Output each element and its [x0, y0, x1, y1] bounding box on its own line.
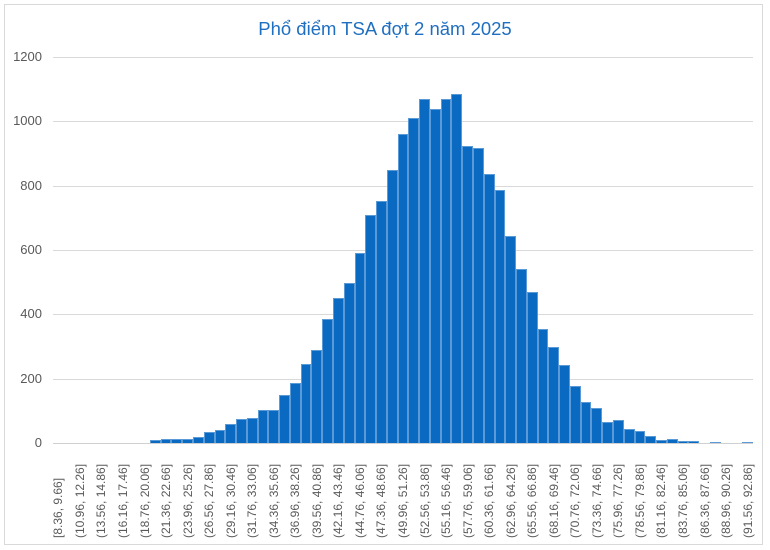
histogram-bar [376, 200, 387, 443]
histogram-bar [526, 291, 538, 443]
x-tick-label: (23.96, 25.26] [180, 463, 195, 538]
x-tick-label: [8.36, 9.66] [51, 477, 66, 538]
histogram-bar [613, 419, 624, 443]
histogram-bar [354, 252, 366, 443]
histogram-bar [160, 439, 172, 443]
histogram-bar [462, 146, 473, 443]
y-tick-label: 800 [20, 177, 42, 193]
x-tick-label: (73.36, 74.66] [589, 463, 604, 538]
x-tick-label: (70.76, 72.06] [568, 463, 583, 538]
histogram-bar [548, 347, 560, 443]
histogram-bar [193, 436, 204, 443]
x-tick-label: (83.76, 85.06] [676, 463, 690, 538]
y-tick-label: 600 [20, 242, 42, 257]
histogram-bar [333, 297, 344, 443]
histogram-bar [742, 441, 753, 443]
x-tick-label: (18.76, 20.06] [137, 463, 152, 538]
histogram-bar [322, 319, 333, 443]
histogram-bar [279, 395, 290, 443]
x-tick-label: (60.36, 61.66] [482, 463, 497, 538]
x-tick-label: (34.36, 35.66] [266, 463, 281, 538]
gridline [53, 57, 753, 58]
histogram-bar [300, 363, 312, 443]
histogram-bar [602, 421, 613, 443]
histogram-bar [494, 189, 506, 443]
histogram-bar [537, 329, 549, 443]
histogram-bar [559, 365, 570, 443]
y-tick-label: 1000 [13, 113, 42, 129]
y-tick-label: 200 [20, 370, 42, 386]
x-tick-label: (68.16, 69.46] [546, 463, 561, 538]
histogram-bar [343, 282, 355, 443]
histogram-bar [397, 133, 409, 443]
x-tick-label: (91.56, 92.86] [740, 463, 755, 538]
histogram-bar [257, 409, 269, 443]
x-tick-label: (55.16, 56.46] [439, 463, 454, 538]
histogram-bar [171, 438, 183, 443]
histogram-bar [666, 438, 678, 443]
x-tick-label: (88.96, 90.26] [719, 463, 734, 538]
histogram-bar [408, 118, 420, 443]
histogram-bar [214, 430, 226, 443]
x-tick-label: (78.56, 79.86] [632, 463, 647, 538]
x-tick-label: (42.16, 43.46] [331, 463, 346, 538]
histogram-bar [451, 94, 463, 443]
histogram-bar [149, 440, 161, 443]
histogram-bar [580, 401, 592, 443]
x-tick-label: (81.16, 82.46] [654, 463, 669, 538]
histogram-bar [688, 441, 700, 443]
histogram-bar [569, 385, 581, 443]
histogram-bar [483, 174, 495, 443]
histogram-bar [419, 99, 430, 443]
x-tick-label: (39.56, 40.86] [309, 463, 324, 538]
y-tick-label: 400 [20, 306, 42, 322]
x-tick-label: (57.76, 59.06] [460, 463, 475, 538]
x-axis-line [53, 443, 753, 444]
x-tick-label: (31.76, 33.06] [245, 463, 260, 538]
x-tick-label: (47.36, 48.66] [374, 463, 389, 538]
histogram-bar [365, 215, 377, 443]
histogram-bar [473, 148, 484, 443]
histogram-bar [311, 350, 323, 443]
histogram-bar [440, 99, 452, 443]
x-tick-label: (36.96, 38.26] [288, 463, 303, 538]
plot-area [53, 57, 753, 444]
gridline [53, 121, 753, 123]
histogram-bar [505, 236, 517, 443]
x-tick-label: (86.36, 87.66] [697, 463, 712, 538]
histogram-bar [429, 109, 441, 443]
chart-title: Phổ điểm TSA đợt 2 năm 2025 [258, 18, 512, 39]
x-tick-label: (62.96, 64.26] [503, 463, 518, 538]
histogram-bar [236, 419, 247, 443]
histogram-bar [225, 423, 237, 443]
histogram-bar [289, 382, 301, 443]
histogram-bar [591, 408, 603, 443]
histogram-bar [516, 268, 527, 443]
x-tick-label: (49.96, 51.26] [396, 463, 410, 538]
x-tick-label: (21.36, 22.66] [159, 463, 174, 538]
histogram-bar [386, 169, 398, 443]
y-tick-label: 0 [34, 435, 42, 450]
histogram-bar [709, 441, 721, 443]
x-tick-label: (65.56, 66.86] [525, 463, 540, 538]
x-tick-label: (44.76, 46.06] [352, 463, 367, 538]
x-tick-label: (10.96, 12.26] [72, 463, 87, 538]
histogram-bar [677, 441, 689, 443]
x-tick-label: (13.56, 14.86] [94, 463, 109, 538]
x-tick-label: (52.56, 53.86] [417, 463, 432, 538]
x-tick-label: (16.16, 17.46] [116, 463, 130, 538]
histogram-bar [645, 436, 657, 443]
histogram-bar [623, 428, 635, 443]
histogram-bar [634, 431, 646, 443]
histogram-bar [182, 439, 193, 443]
histogram-bar [656, 439, 667, 443]
histogram-bar [268, 410, 280, 443]
y-tick-label: 1200 [13, 49, 42, 64]
x-tick-label: (29.16, 30.46] [223, 463, 238, 538]
x-tick-label: (26.56, 27.86] [202, 463, 217, 538]
histogram-bar [203, 431, 215, 443]
histogram-bar [246, 417, 258, 443]
x-tick-label: (75.96, 77.26] [611, 463, 626, 538]
